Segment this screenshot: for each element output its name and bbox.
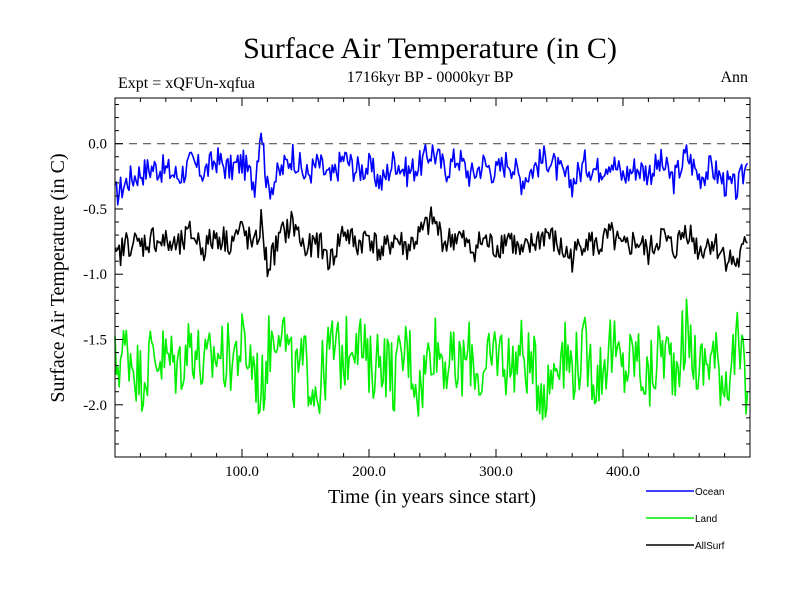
legend: Ocean Land AllSurf [646, 487, 725, 552]
series-line-allsurf [114, 206, 748, 278]
time-range-label: 1716kyr BP - 0000kyr BP [347, 69, 514, 86]
y-tick-label: 0.0 [88, 137, 107, 153]
chart-title: Surface Air Temperature (in C) [243, 32, 617, 65]
legend-label-land: Land [695, 514, 717, 525]
x-axis-label: Time (in years since start) [328, 486, 536, 508]
legend-label-allsurf: AllSurf [695, 541, 725, 552]
x-tick-label: 400.0 [606, 464, 640, 480]
season-label: Ann [720, 69, 748, 86]
x-tick-label: 200.0 [352, 464, 386, 480]
x-tick-label: 300.0 [479, 464, 513, 480]
plot-frame [114, 97, 751, 458]
legend-label-ocean: Ocean [695, 487, 724, 498]
y-tick-label: -2.0 [83, 398, 107, 414]
y-axis-label: Surface Air Temperature (in C) [47, 153, 69, 402]
plot-series-group [114, 132, 749, 421]
series-line-land [114, 298, 749, 421]
y-tick-label: -1.0 [83, 267, 107, 283]
axes-group: 100.0 200.0 300.0 400.0 0.0 -0.5 -1.0 -1.5 -2.0 [83, 98, 750, 480]
y-tick-label: -1.5 [83, 333, 107, 349]
x-tick-label: 100.0 [225, 464, 259, 480]
y-tick-label: -0.5 [83, 202, 107, 218]
experiment-label: Expt = xQFUn-xqfua [118, 75, 255, 92]
series-line-ocean [114, 132, 749, 206]
